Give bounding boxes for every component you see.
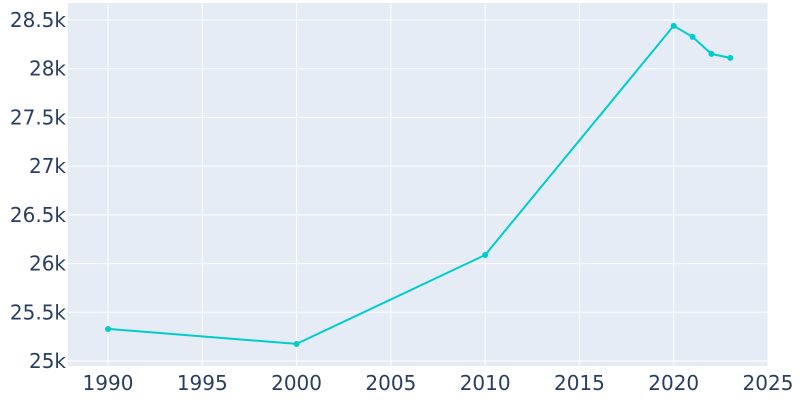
x-tick-label: 2020: [648, 371, 699, 395]
data-point[interactable]: [689, 33, 696, 40]
x-tick-label: 2015: [554, 371, 605, 395]
y-tick-label: 28.5k: [10, 8, 67, 32]
data-point[interactable]: [708, 50, 715, 57]
x-tick-label: 2025: [743, 371, 794, 395]
x-tick-label: 2010: [460, 371, 511, 395]
data-points: [105, 22, 734, 347]
x-tick-label: 2005: [365, 371, 416, 395]
data-point[interactable]: [670, 22, 677, 29]
y-tick-label: 27.5k: [10, 105, 67, 129]
plot-background: [68, 3, 768, 366]
x-axis-ticks: 1990 1995 2000 2005 2010 2015 2020 2025: [83, 371, 794, 395]
data-point[interactable]: [727, 54, 734, 61]
data-point[interactable]: [482, 251, 489, 258]
x-tick-label: 1990: [83, 371, 134, 395]
y-tick-label: 25.5k: [10, 300, 67, 324]
data-point[interactable]: [105, 325, 111, 332]
x-tick-label: 2000: [271, 371, 322, 395]
y-tick-label: 25k: [29, 349, 66, 373]
y-axis-ticks: 25k 25.5k 26k 26.5k 27k 27.5k 28k 28.5k: [10, 8, 67, 373]
data-point[interactable]: [293, 340, 300, 347]
y-tick-label: 27k: [29, 154, 66, 178]
y-tick-label: 26.5k: [10, 203, 67, 227]
x-tick-label: 1995: [177, 371, 228, 395]
y-tick-label: 28k: [29, 57, 66, 81]
y-tick-label: 26k: [29, 252, 66, 276]
gridlines: [68, 3, 769, 366]
